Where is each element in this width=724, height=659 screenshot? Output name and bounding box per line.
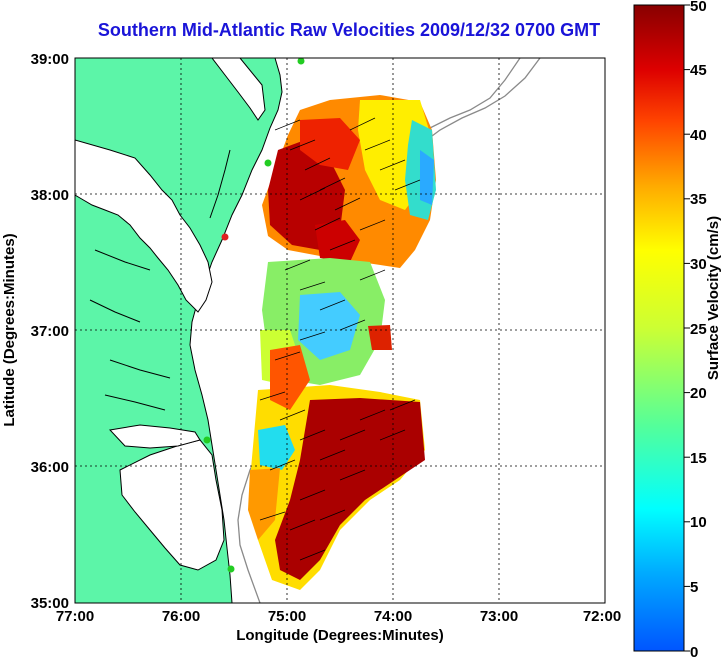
- x-tick-label: 76:00: [162, 608, 200, 625]
- x-axis-label: Longitude (Degrees:Minutes): [236, 627, 444, 644]
- x-tick-label: 72:00: [583, 608, 621, 625]
- station-marker: [297, 58, 305, 65]
- colorbar-tick-label: 10: [690, 514, 707, 531]
- map-title: Southern Mid-Atlantic Raw Velocities 200…: [97, 20, 601, 40]
- x-tick-label: 77:00: [56, 608, 94, 625]
- colorbar-tick-label: 50: [690, 0, 707, 15]
- colorbar-tick-label: 0: [690, 644, 698, 659]
- station-marker: [264, 159, 272, 167]
- grid-lines: [75, 58, 605, 603]
- colorbar-tick-label: 40: [690, 127, 707, 144]
- velocity-field: [248, 95, 436, 590]
- station-marker: [227, 565, 235, 573]
- x-tick-label: 74:00: [374, 608, 412, 625]
- x-tick-label: 75:00: [268, 608, 306, 625]
- colorbar-ticks: [684, 4, 690, 652]
- y-tick-label: 37:00: [31, 323, 69, 340]
- y-tick-label: 38:00: [31, 187, 69, 204]
- y-tick-label: 36:00: [31, 459, 69, 476]
- colorbar-label: Surface Velocity (cm/s): [705, 216, 722, 380]
- colorbar-tick-label: 25: [690, 321, 707, 338]
- chesapeake-bay: [75, 139, 213, 313]
- velocity-arrows: [259, 117, 421, 561]
- colorbar: [633, 4, 685, 652]
- y-axis-label: Latitude (Degrees:Minutes): [1, 233, 18, 426]
- y-tick-label: 39:00: [31, 51, 69, 68]
- colorbar-tick-label: 20: [690, 385, 707, 402]
- station-marker-red: [221, 233, 229, 241]
- delmarva-inlets: [89, 149, 231, 411]
- colorbar-tick-label: 35: [690, 191, 707, 208]
- colorbar-tick-label: 45: [690, 62, 707, 79]
- colorbar-tick-label: 15: [690, 450, 707, 467]
- y-tick-label: 35:00: [31, 595, 69, 612]
- station-marker: [203, 436, 211, 444]
- albemarle-sound: [108, 424, 201, 449]
- x-tick-label: 73:00: [480, 608, 518, 625]
- plot-frame: [74, 57, 606, 604]
- delaware-bay: [211, 58, 266, 121]
- colorbar-tick-label: 30: [690, 256, 707, 273]
- colorbar-tick-label: 5: [690, 579, 698, 596]
